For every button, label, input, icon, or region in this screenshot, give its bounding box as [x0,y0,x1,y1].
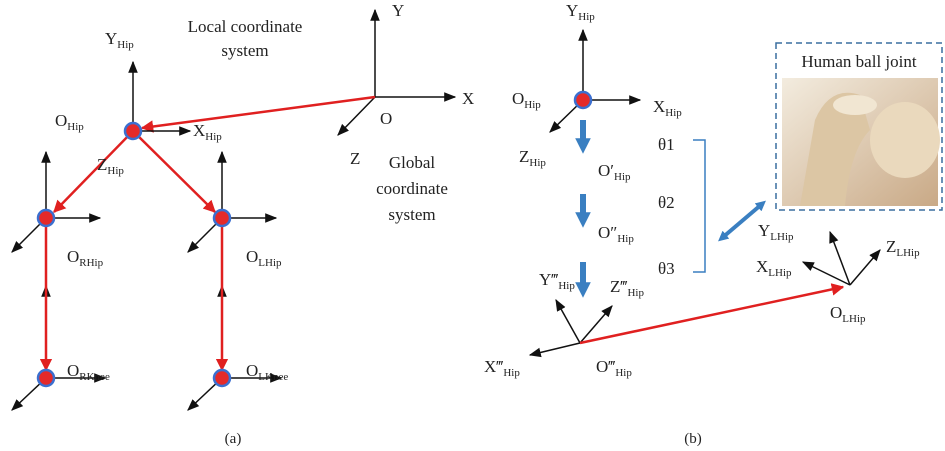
label-main: θ1 [658,135,675,154]
label-main: X [756,257,768,276]
axis-label: YHip [105,29,134,51]
label-main: Y [566,1,578,20]
axis-label: XHip [193,121,222,143]
label-subscript: LKnee [258,371,288,383]
label-subscript: LHip [842,313,866,325]
label-main: Y [392,1,404,20]
label-subscript: Hip [627,287,644,299]
label-subscript: Hip [67,121,84,133]
label-main: θ2 [658,193,675,212]
axis-label: XLHip [756,257,792,279]
axis-label: OHip [55,111,84,133]
label-subscript: Hip [524,99,541,111]
label-main: O [246,247,258,266]
label-main: O [246,361,258,380]
axis-label: OLHip [246,247,282,269]
axis-label: Y [392,1,404,20]
axis-label: O′Hip [598,161,631,183]
axis-label: ZLHip [886,237,920,259]
label-subscript: Hip [107,165,124,177]
axis-label: X‴Hip [484,357,520,379]
label-main: Z [350,149,360,168]
axis-label: OLHip [830,303,866,325]
label-subscript: Hip [614,171,631,183]
label-main: Y‴ [539,270,558,289]
label-main: X [193,121,205,140]
label-main: X‴ [484,357,503,376]
label-main: Z [519,147,529,166]
label-subscript: Hip [205,131,222,143]
label-subscript: RKnee [79,371,110,383]
label-subscript: Hip [617,233,634,245]
axis-label: YHip [566,1,595,23]
label-main: θ3 [658,259,675,278]
label-subscript: Hip [503,367,520,379]
label-subscript: Hip [529,157,546,169]
axis-label: YLHip [758,221,794,243]
label-subscript: Hip [578,11,595,23]
label-main: O [380,109,392,128]
label-subscript: LHip [896,247,920,259]
global-frame-title: coordinate [376,179,448,198]
global-frame-title: system [388,205,435,224]
axis-label: ORKnee [67,361,110,383]
axis-label: θ1 [658,135,675,154]
local-frame-title: system [221,41,268,60]
label-main: Y [758,221,770,240]
axis-label: OHip [512,89,541,111]
axis-label: ZHip [519,147,546,169]
label-main: O [512,89,524,108]
label-subscript: Hip [117,39,134,51]
panel-b-shapes [530,30,942,355]
label-subscript: LHip [770,231,794,243]
axis-label: Y‴Hip [539,270,575,292]
axis-label: O″Hip [598,223,634,245]
inset-title: Human ball joint [801,52,916,71]
label-main: O″ [598,223,617,242]
label-main: O [67,361,79,380]
axis-label: XHip [653,97,682,119]
diagram: Local coordinate system Global coordinate sy… [0,0,945,451]
label-main: Y [105,29,117,48]
label-main: O‴ [596,357,615,376]
label-subscript: LHip [768,267,792,279]
axis-label: ORHip [67,247,104,269]
label-subscript: Hip [558,280,575,292]
label-subscript: Hip [665,107,682,119]
axis-label: Z‴Hip [610,277,644,299]
label-main: Z [97,155,107,174]
caption: (b) [684,431,702,447]
axis-label: X [462,89,474,108]
label-subscript: RHip [79,257,103,269]
label-main: Z‴ [610,277,627,296]
axis-label: O [380,109,392,128]
global-frame-title: Global [389,153,436,172]
axis-label: Z [350,149,360,168]
label-main: X [653,97,665,116]
label-main: O′ [598,161,614,180]
label-main: O [55,111,67,130]
label-main: X [462,89,474,108]
axis-label: O‴Hip [596,357,632,379]
axis-label: θ2 [658,193,675,212]
label-main: O [830,303,842,322]
axis-label: OLKnee [246,361,288,383]
local-frame-title: Local coordinate [188,17,303,36]
label-subscript: Hip [615,367,632,379]
caption: (a) [225,431,242,447]
label-main: O [67,247,79,266]
axis-label: ZHip [97,155,124,177]
label-subscript: LHip [258,257,282,269]
label-main: Z [886,237,896,256]
axis-label: θ3 [658,259,675,278]
